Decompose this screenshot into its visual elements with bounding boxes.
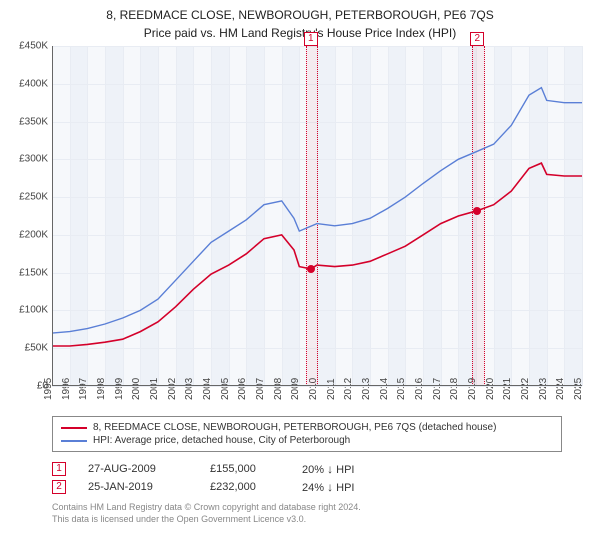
footer-line-1: Contains HM Land Registry data © Crown c… <box>52 502 562 514</box>
footer: Contains HM Land Registry data © Crown c… <box>52 502 562 525</box>
y-tick-label: £200K <box>19 229 52 240</box>
y-tick-label: £450K <box>19 41 52 52</box>
y-tick-label: £350K <box>19 116 52 127</box>
events-table: 1 27-AUG-2009 £155,000 20% ↓ HPI 2 25-JAN-201… <box>52 460 562 496</box>
legend-label: 8, REEDMACE CLOSE, NEWBOROUGH, PETERBORO… <box>93 422 496 433</box>
y-tick-label: £400K <box>19 78 52 89</box>
y-tick-label: £0 <box>37 381 52 392</box>
legend: 8, REEDMACE CLOSE, NEWBOROUGH, PETERBORO… <box>52 416 562 452</box>
y-tick-label: £300K <box>19 154 52 165</box>
legend-swatch <box>61 427 87 429</box>
chart-marker-2: 2 <box>470 32 484 46</box>
down-arrow-icon: ↓ <box>327 480 333 494</box>
event-delta: 20% ↓ HPI <box>302 462 354 476</box>
event-marker-2: 2 <box>52 480 66 494</box>
event-row: 1 27-AUG-2009 £155,000 20% ↓ HPI <box>52 460 562 478</box>
legend-swatch <box>61 440 87 442</box>
y-tick-label: £100K <box>19 305 52 316</box>
event-marker-1: 1 <box>52 462 66 476</box>
event-date: 27-AUG-2009 <box>88 463 188 475</box>
legend-row: HPI: Average price, detached house, City… <box>61 434 553 447</box>
event-price: £232,000 <box>210 481 280 493</box>
series-hpi <box>52 88 582 334</box>
legend-row: 8, REEDMACE CLOSE, NEWBOROUGH, PETERBORO… <box>61 421 553 434</box>
event-delta: 24% ↓ HPI <box>302 480 354 494</box>
legend-label: HPI: Average price, detached house, City… <box>93 435 350 446</box>
event-row: 2 25-JAN-2019 £232,000 24% ↓ HPI <box>52 478 562 496</box>
chart: 1995199619971998199920002001200220032004… <box>52 46 582 406</box>
y-tick-label: £250K <box>19 192 52 203</box>
y-tick-label: £150K <box>19 267 52 278</box>
footer-line-2: This data is licensed under the Open Gov… <box>52 514 562 526</box>
y-tick-label: £50K <box>25 343 52 354</box>
page-title: 8, REEDMACE CLOSE, NEWBOROUGH, PETERBORO… <box>0 0 600 22</box>
down-arrow-icon: ↓ <box>327 462 333 476</box>
chart-marker-1: 1 <box>304 32 318 46</box>
page-subtitle: Price paid vs. HM Land Registry's House … <box>0 22 600 46</box>
series-property <box>52 163 582 346</box>
event-date: 25-JAN-2019 <box>88 481 188 493</box>
event-price: £155,000 <box>210 463 280 475</box>
